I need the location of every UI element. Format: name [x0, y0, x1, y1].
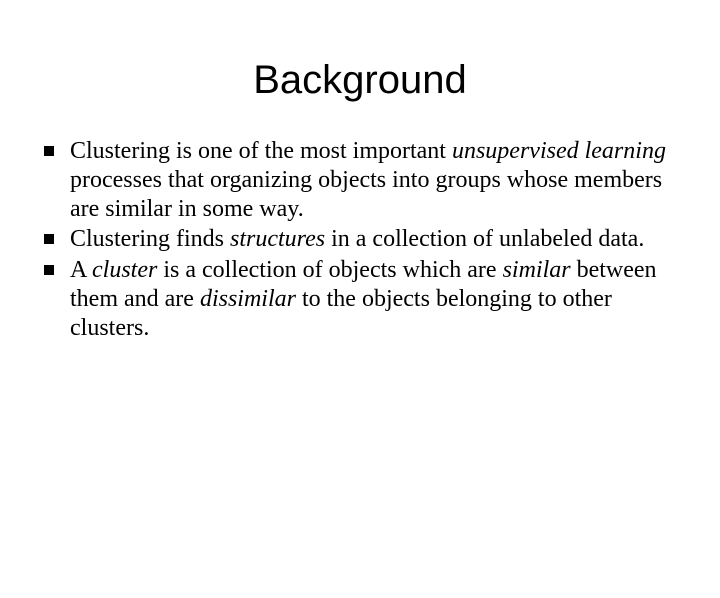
slide: Background Clustering is one of the most…	[0, 58, 720, 598]
bullet-list: Clustering is one of the most important …	[40, 137, 680, 343]
bullet-text-segment: processes that organizing objects into g…	[70, 167, 662, 222]
bullet-text-segment: unsupervised learning	[452, 138, 666, 164]
slide-body: Clustering is one of the most important …	[0, 137, 720, 343]
bullet-text-segment: similar	[503, 257, 571, 283]
bullet-text-segment: A	[70, 257, 92, 283]
bullet-item: Clustering is one of the most important …	[40, 137, 680, 223]
bullet-text-segment: in a collection of unlabeled data.	[325, 226, 644, 252]
slide-title: Background	[0, 58, 720, 103]
bullet-item: A cluster is a collection of objects whi…	[40, 256, 680, 342]
bullet-item: Clustering finds structures in a collect…	[40, 225, 680, 254]
bullet-text-segment: Clustering is one of the most important	[70, 138, 452, 164]
bullet-text-segment: is a collection of objects which are	[157, 257, 502, 283]
bullet-text-segment: Clustering finds	[70, 226, 230, 252]
bullet-text-segment: dissimilar	[200, 286, 296, 312]
bullet-text-segment: cluster	[92, 257, 157, 283]
bullet-text-segment: structures	[230, 226, 325, 252]
